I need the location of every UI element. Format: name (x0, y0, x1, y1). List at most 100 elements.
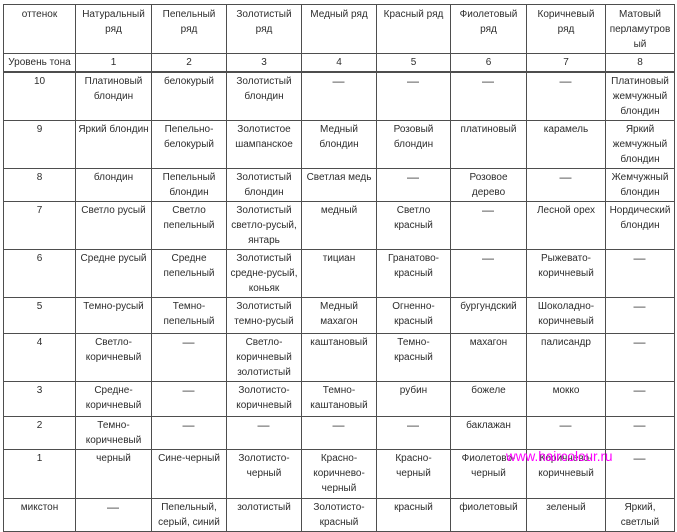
shade-cell: зеленый (526, 498, 606, 532)
level-header: Уровень тона (3, 53, 76, 73)
shade-cell: махагон (450, 333, 527, 382)
dash-cell: — (376, 416, 451, 450)
shade-cell: Светло пепельный (151, 201, 227, 250)
level-cell: 8 (3, 168, 76, 202)
dash-cell: — (526, 168, 606, 202)
col-number-header: 5 (376, 53, 451, 73)
dash-cell: — (376, 168, 451, 202)
col-header: Золотистый ряд (226, 4, 302, 54)
level-cell: 1 (3, 449, 76, 499)
table-row: микстон — Пепельный, серый, синий золотисты… (3, 498, 675, 532)
shade-cell: Фиолетово-черный (450, 449, 527, 499)
shade-cell: Медный блондин (301, 120, 377, 169)
shade-cell: Темно-красный (376, 333, 451, 382)
shade-cell: красный (376, 498, 451, 532)
shade-cell: Гранатово-красный (376, 249, 451, 298)
col-number-header: 8 (605, 53, 675, 73)
shade-cell: Светло-коричневый (75, 333, 152, 382)
shade-cell: Сине-черный (151, 449, 227, 499)
table-row: 7 Светло русый Светло пепельный Золотистый … (3, 201, 675, 250)
shade-cell: Рыжевато-коричневый (526, 249, 606, 298)
shade-cell: Золотисто-красный (301, 498, 377, 532)
shade-cell: Золотистый блондин (226, 168, 302, 202)
shade-cell: Розовое дерево (450, 168, 527, 202)
level-cell: 5 (3, 297, 76, 334)
shade-cell: Светло красный (376, 201, 451, 250)
shade-cell: Красно-черный (376, 449, 451, 499)
level-cell: 10 (3, 71, 76, 121)
shade-cell: Жемчужный блондин (605, 168, 675, 202)
shade-cell: золотистый (226, 498, 302, 532)
shade-cell: Средне пепельный (151, 249, 227, 298)
dash-cell: — (151, 333, 227, 382)
level-cell: микстон (3, 498, 76, 532)
dash-cell: — (605, 381, 675, 417)
shade-cell: Темно-русый (75, 297, 152, 334)
shade-cell: мокко (526, 381, 606, 417)
col-header: Пепельный ряд (151, 4, 227, 54)
shade-cell: белокурый (151, 71, 227, 121)
shade-cell: платиновый (450, 120, 527, 169)
col-number-header: 4 (301, 53, 377, 73)
level-cell: 9 (3, 120, 76, 169)
hair-color-shade-table: оттенок Натуральный ряд Пепельный ряд Золот… (3, 4, 675, 532)
dash-cell: — (526, 416, 606, 450)
shade-cell: Светло русый (75, 201, 152, 250)
shade-cell: Темно-каштановый (301, 381, 377, 417)
dash-cell: — (605, 333, 675, 382)
shade-cell: Золотисто-коричневый (226, 381, 302, 417)
shade-cell: палисандр (526, 333, 606, 382)
shade-cell: бургундский (450, 297, 527, 334)
dash-cell: — (450, 249, 527, 298)
shade-cell: Коричнево-коричневый (526, 449, 606, 499)
dash-cell: — (605, 416, 675, 450)
table-row: 9 Яркий блондин Пепельно-белокурый Золотист… (3, 120, 675, 169)
page: оттенок Натуральный ряд Пепельный ряд Золот… (3, 4, 675, 532)
shade-cell: Нордический блондин (605, 201, 675, 250)
shade-cell: Яркий блондин (75, 120, 152, 169)
shade-cell: карамель (526, 120, 606, 169)
dash-cell: — (301, 71, 377, 121)
shade-cell: Яркий, светлый (605, 498, 675, 532)
shade-cell: Шоколадно-коричневый (526, 297, 606, 334)
level-cell: 7 (3, 201, 76, 250)
dash-cell: — (301, 416, 377, 450)
table-row: 3 Средне-коричневый — Золотисто-коричневый Т… (3, 381, 675, 417)
shade-cell: Пепельно-белокурый (151, 120, 227, 169)
shade-cell: Красно-коричнево-черный (301, 449, 377, 499)
shade-cell: фиолетовый (450, 498, 527, 532)
dash-cell: — (526, 71, 606, 121)
level-cell: 4 (3, 333, 76, 382)
level-cell: 3 (3, 381, 76, 417)
shade-cell: Средне-коричневый (75, 381, 152, 417)
header-row-levels: Уровень тона 1 2 3 4 5 6 7 8 (3, 53, 675, 73)
shade-cell: Темно-коричневый (75, 416, 152, 450)
col-number-header: 1 (75, 53, 152, 73)
shade-cell: тициан (301, 249, 377, 298)
shade-cell: баклажан (450, 416, 527, 450)
dash-cell: — (151, 416, 227, 450)
shade-cell: Медный махагон (301, 297, 377, 334)
shade-cell: медный (301, 201, 377, 250)
watermark-url: www.haircolour.ru (506, 449, 613, 464)
table-row: 4 Светло-коричневый — Светло-коричневый зол… (3, 333, 675, 382)
col-header: Красный ряд (376, 4, 451, 54)
table-row: 8 блондин Пепельный блондин Золотистый блон… (3, 168, 675, 202)
shade-cell: рубин (376, 381, 451, 417)
table-row: 2 Темно-коричневый — — — — баклажан — — (3, 416, 675, 450)
shade-cell: Светлая медь (301, 168, 377, 202)
col-header: Фиолетовый ряд (450, 4, 527, 54)
header-row-series: оттенок Натуральный ряд Пепельный ряд Золот… (3, 4, 675, 54)
dash-cell: — (226, 416, 302, 450)
col-number-header: 2 (151, 53, 227, 73)
col-number-header: 6 (450, 53, 527, 73)
shade-cell: блондин (75, 168, 152, 202)
shade-cell: Яркий жемчужный блондин (605, 120, 675, 169)
dash-cell: — (75, 498, 152, 532)
shade-cell: Пепельный блондин (151, 168, 227, 202)
col-header: Медный ряд (301, 4, 377, 54)
shade-cell: Пепельный, серый, синий (151, 498, 227, 532)
col-header: Натуральный ряд (75, 4, 152, 54)
shade-cell: Золотисто-черный (226, 449, 302, 499)
dash-cell: — (450, 71, 527, 121)
